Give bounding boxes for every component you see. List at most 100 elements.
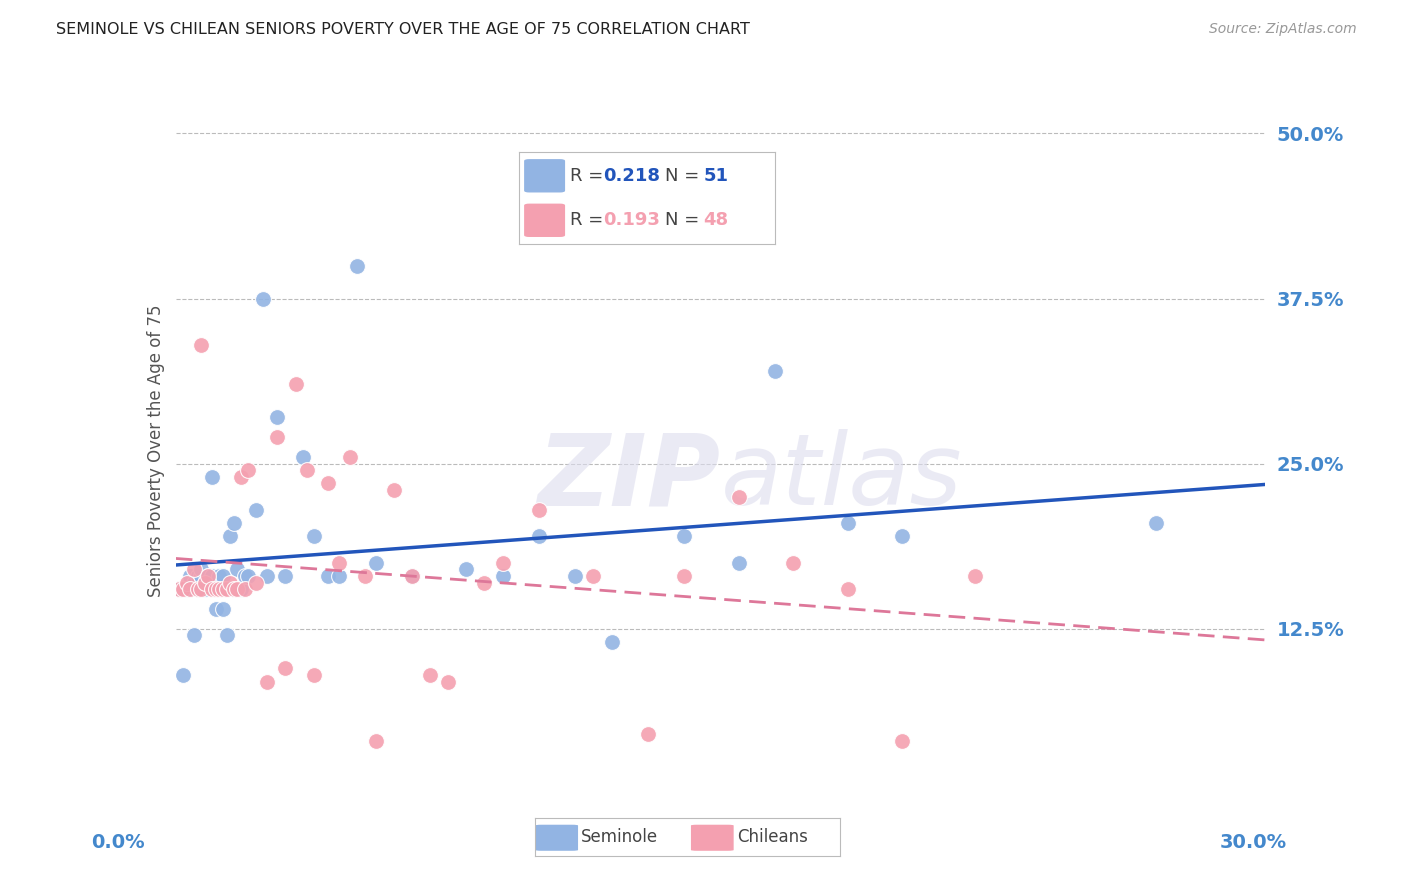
Point <box>194 575 217 590</box>
Point <box>172 582 194 596</box>
Point <box>302 529 325 543</box>
Point <box>215 628 238 642</box>
Point <box>183 562 205 576</box>
Point <box>891 529 914 543</box>
Point <box>201 582 224 596</box>
Point <box>318 569 340 583</box>
Point <box>194 582 217 596</box>
Point <box>274 661 297 675</box>
Point <box>637 727 659 741</box>
Point <box>302 668 325 682</box>
Point <box>226 562 249 576</box>
Point <box>1146 516 1168 530</box>
Point <box>179 582 201 596</box>
Point <box>763 364 786 378</box>
Point <box>727 490 749 504</box>
Text: atlas: atlas <box>721 429 962 526</box>
Point <box>318 476 340 491</box>
Point <box>673 569 696 583</box>
Text: 30.0%: 30.0% <box>1219 833 1286 853</box>
Point <box>266 410 288 425</box>
Point <box>204 602 226 616</box>
Point <box>274 569 297 583</box>
Point <box>891 734 914 748</box>
Point <box>295 463 318 477</box>
Point <box>208 582 231 596</box>
Point <box>673 529 696 543</box>
Point <box>284 377 307 392</box>
Point <box>256 674 278 689</box>
Point <box>600 635 623 649</box>
Point <box>201 569 224 583</box>
Point <box>328 569 350 583</box>
Point <box>401 569 423 583</box>
Text: Source: ZipAtlas.com: Source: ZipAtlas.com <box>1209 22 1357 37</box>
Point <box>256 569 278 583</box>
Point <box>190 569 212 583</box>
Point <box>582 569 605 583</box>
Point <box>727 556 749 570</box>
Point <box>492 556 515 570</box>
Point <box>219 529 242 543</box>
Point <box>231 582 253 596</box>
Point <box>233 582 256 596</box>
Point <box>364 734 387 748</box>
Point <box>176 582 198 596</box>
Point <box>245 503 267 517</box>
Text: 0.0%: 0.0% <box>91 833 145 853</box>
Point <box>527 503 550 517</box>
Point <box>291 450 314 464</box>
Point <box>194 575 217 590</box>
Point <box>201 470 224 484</box>
Point <box>215 582 238 596</box>
Point <box>212 582 235 596</box>
Point <box>238 569 260 583</box>
Point <box>346 259 368 273</box>
Point <box>190 582 212 596</box>
Point <box>353 569 375 583</box>
Text: ZIP: ZIP <box>537 429 721 526</box>
Point <box>204 582 226 596</box>
Point <box>197 569 219 583</box>
Point <box>456 562 478 576</box>
Point <box>186 582 209 596</box>
Point <box>179 569 201 583</box>
Point <box>419 668 441 682</box>
Point <box>382 483 405 497</box>
Point <box>169 582 191 596</box>
Point <box>401 569 423 583</box>
Y-axis label: Seniors Poverty Over the Age of 75: Seniors Poverty Over the Age of 75 <box>146 304 165 597</box>
Point <box>197 569 219 583</box>
Point <box>208 569 231 583</box>
Point <box>238 463 260 477</box>
Point <box>190 338 212 352</box>
Point <box>186 582 209 596</box>
Point <box>245 575 267 590</box>
Point <box>328 556 350 570</box>
Point <box>172 668 194 682</box>
Point <box>176 575 198 590</box>
Point <box>212 602 235 616</box>
Point <box>212 569 235 583</box>
Point <box>169 582 191 596</box>
Point <box>564 569 586 583</box>
Point <box>364 556 387 570</box>
Point <box>437 674 460 689</box>
Point <box>837 516 859 530</box>
Point <box>222 582 245 596</box>
Point <box>197 575 219 590</box>
Point <box>190 562 212 576</box>
Point <box>233 569 256 583</box>
Point <box>492 569 515 583</box>
Point <box>219 575 242 590</box>
Point <box>190 582 212 596</box>
Point <box>266 430 288 444</box>
Point <box>183 575 205 590</box>
Point <box>252 292 274 306</box>
Point <box>474 575 496 590</box>
Point <box>782 556 804 570</box>
Text: SEMINOLE VS CHILEAN SENIORS POVERTY OVER THE AGE OF 75 CORRELATION CHART: SEMINOLE VS CHILEAN SENIORS POVERTY OVER… <box>56 22 751 37</box>
Point <box>226 582 249 596</box>
Point <box>963 569 986 583</box>
Point <box>222 516 245 530</box>
